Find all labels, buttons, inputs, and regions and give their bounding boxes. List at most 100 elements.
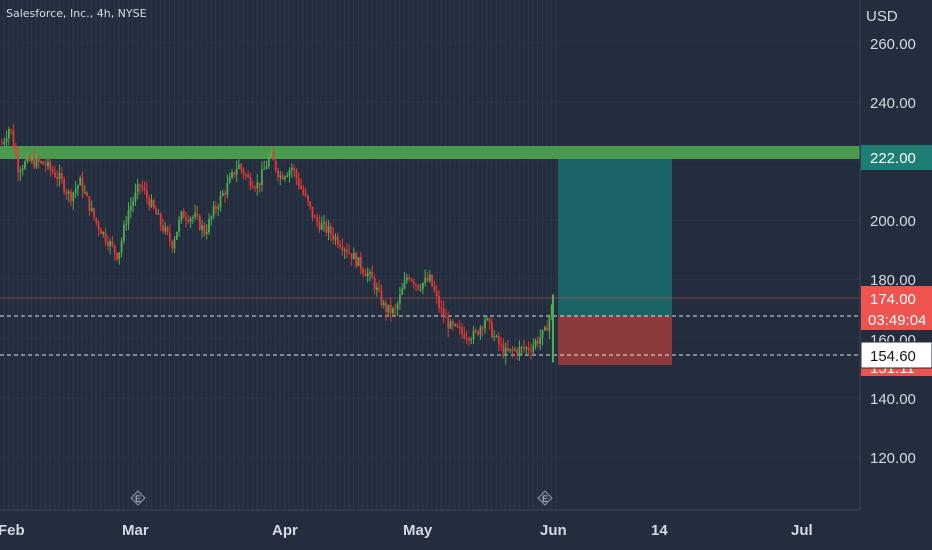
candle-body [215, 206, 217, 209]
current-price-tag[interactable]: 174.00 03:49:04 [861, 286, 932, 330]
stop-zone[interactable] [558, 316, 672, 365]
resistance-zone[interactable] [0, 146, 860, 159]
candle-body [500, 344, 502, 346]
candle-body [33, 158, 36, 168]
candle-body [442, 308, 445, 317]
candle-body [254, 187, 256, 189]
candle-body [79, 177, 82, 186]
candle-body [532, 345, 535, 352]
candle-body [95, 217, 98, 223]
candle-body [454, 324, 456, 326]
candle-body [58, 172, 61, 179]
candle-body [396, 303, 399, 309]
candle-body [548, 316, 551, 331]
candle-body [81, 177, 84, 193]
candle-body [550, 305, 553, 317]
candle-body [369, 271, 371, 274]
candle-body [5, 138, 8, 142]
candle-body [339, 244, 341, 248]
candle-body [348, 252, 351, 254]
candle-body [380, 290, 383, 306]
candle-body [194, 213, 197, 218]
earnings-icon[interactable]: E [130, 490, 146, 506]
candle-body [509, 348, 512, 351]
candle-body [307, 195, 309, 202]
price-tick: 140.00 [870, 391, 916, 408]
candle-body [472, 330, 475, 340]
candle-body [410, 279, 413, 281]
target-zone[interactable] [558, 158, 672, 316]
candle-body [109, 241, 111, 247]
candle-body [399, 294, 401, 304]
candle-body [228, 177, 231, 184]
entry-price-tag[interactable]: 154.60 [860, 341, 932, 369]
candle-body [14, 147, 17, 156]
candle-body [286, 175, 289, 177]
candle-body [180, 211, 183, 221]
candle-body [224, 193, 226, 195]
candle-body [488, 318, 491, 322]
candle-body [148, 197, 151, 207]
candle-body [265, 166, 268, 169]
candle-body [366, 273, 369, 277]
time-label: Jul [791, 522, 813, 539]
vertical-gridlines [3, 0, 557, 510]
candle-body [359, 257, 362, 270]
horizontal-gridlines [0, 42, 860, 458]
candle-body [77, 185, 79, 190]
candle-body [106, 241, 109, 247]
candle-body [159, 213, 162, 226]
candle-body [497, 335, 500, 345]
earnings-icon[interactable]: E [537, 490, 553, 506]
candle-body [297, 178, 300, 186]
candle-body [332, 234, 335, 240]
candle-body [385, 302, 387, 313]
candle-body [431, 274, 433, 286]
candle-body [104, 231, 107, 242]
candle-body [447, 317, 450, 329]
candle-body [484, 319, 486, 328]
candle-body [364, 273, 367, 277]
candle-body [196, 213, 199, 216]
candle-body [318, 222, 321, 230]
candle-body [231, 172, 233, 178]
candle-body [102, 231, 105, 235]
candle-body [3, 141, 6, 144]
candle-body [516, 349, 519, 355]
candle-body [281, 175, 284, 180]
candle-body [93, 208, 95, 218]
candle-body [316, 217, 318, 223]
candle-body [458, 326, 461, 328]
candle-body [267, 156, 270, 167]
candle-body [341, 247, 344, 251]
candle-body [210, 216, 213, 220]
candle-body [514, 349, 516, 351]
candle-body [182, 211, 185, 219]
candle-body [495, 335, 498, 337]
candle-body [120, 240, 123, 253]
candle-body [371, 271, 374, 279]
time-label: Mar [122, 522, 149, 539]
candle-body [146, 190, 148, 198]
candle-body [129, 205, 132, 211]
time-label: Jun [540, 522, 567, 539]
candle-body [251, 186, 254, 188]
candlestick-series [1, 124, 554, 365]
candle-body [219, 195, 222, 208]
candle-body [217, 207, 220, 209]
currency-label: USD [866, 8, 898, 25]
candle-body [433, 285, 436, 291]
svg-text:154.60: 154.60 [870, 348, 916, 365]
candle-body [486, 318, 489, 320]
candle-body [205, 232, 208, 235]
resistance-price-tag[interactable]: 222.00 [861, 145, 932, 170]
chart-title: Salesforce, Inc., 4h, NYSE [6, 7, 147, 20]
candle-body [155, 208, 157, 215]
candle-body [175, 231, 178, 240]
candle-body [424, 277, 427, 283]
candle-body [113, 245, 116, 253]
candle-body [320, 223, 323, 230]
candle-body [40, 161, 42, 163]
candle-body [173, 239, 176, 249]
